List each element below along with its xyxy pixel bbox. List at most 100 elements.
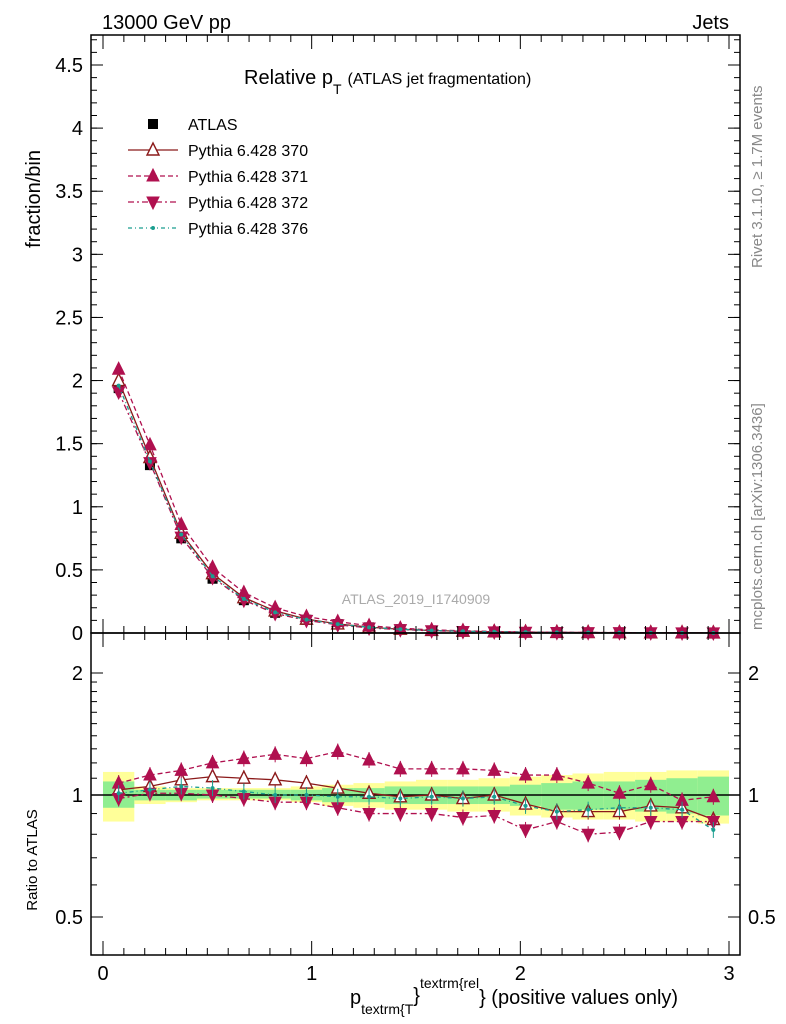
ratio-xtick-label: 0 — [97, 963, 108, 985]
ratio-point-py370 — [268, 771, 283, 786]
main-point-py376 — [304, 617, 309, 622]
main-ytick-label: 0 — [72, 623, 83, 645]
ratio-point-py376 — [648, 805, 653, 810]
ratio-point-py371 — [612, 785, 627, 799]
ratio-point-py376 — [554, 809, 559, 814]
ratio-point-py376 — [523, 803, 528, 808]
main-point-py371 — [111, 361, 126, 375]
ratio-xtick-label: 1 — [306, 963, 317, 985]
main-ytick-label: 3 — [72, 244, 83, 266]
ratio-point-py376 — [304, 793, 309, 797]
ratio-point-py371 — [487, 762, 502, 776]
ratio-xtick-label: 2 — [515, 963, 526, 985]
ratio-series-line-py376 — [118, 785, 714, 831]
legend-label-py372: Pythia 6.428 372 — [188, 195, 308, 212]
ratio-ytick-label-right: 0.5 — [748, 907, 776, 929]
main-point-py372 — [205, 571, 220, 586]
main-point-py371 — [143, 436, 157, 451]
title-main: Relative p — [244, 67, 333, 89]
ratio-point-py376 — [429, 794, 434, 799]
main-ylabel: fraction/bin — [23, 150, 45, 248]
ratio-point-py372 — [518, 824, 533, 839]
rivet-label: Rivet 3.1.10, ≥ 1.7M events — [749, 86, 766, 269]
main-point-py376 — [210, 574, 215, 579]
plot-title: Relative pT (ATLAS jet fragmentation) — [244, 67, 531, 97]
main-ytick-label: 2 — [72, 371, 83, 393]
main-ytick-label: 0.5 — [55, 560, 83, 582]
ratio-bands-layer — [91, 770, 740, 824]
ratio-point-py371 — [643, 776, 658, 791]
ratio-point-py371 — [581, 774, 595, 789]
collision-label: 13000 GeV pp — [102, 12, 231, 34]
main-point-py372 — [268, 607, 282, 622]
ratio-series-layer — [111, 743, 721, 843]
ratio-point-py370 — [236, 769, 251, 784]
ratio-point-py371 — [174, 762, 189, 776]
ratio-point-py371 — [518, 766, 533, 781]
legend-marker-data — [148, 119, 158, 129]
legend-label-py376: Pythia 6.428 376 — [188, 221, 308, 238]
mcplots-label: mcplots.cern.ch [arXiv:1306.3436] — [749, 403, 766, 630]
ratio-point-py376 — [210, 786, 215, 791]
main-point-py372 — [237, 594, 251, 609]
analysis-category: Jets — [692, 12, 729, 34]
main-point-py376 — [147, 459, 152, 464]
ratio-point-py376 — [586, 807, 591, 812]
ratio-point-py372 — [456, 811, 470, 826]
ratio-point-py372 — [612, 826, 627, 841]
main-point-py376 — [273, 610, 278, 615]
xlabel-brace: } — [413, 985, 420, 1007]
legend-marker-py372 — [146, 196, 160, 211]
ratio-point-py371 — [268, 746, 282, 760]
main-point-py376 — [179, 532, 184, 537]
xlabel-tail: } (positive values only) — [479, 987, 678, 1009]
legend: ATLAS Pythia 6.428 370 Pythia 6.428 371 Pyt… — [128, 117, 308, 238]
ratio-point-py371 — [143, 766, 157, 781]
ratio-ytick-label: 0.5 — [55, 907, 83, 929]
ratio-series-line-py371 — [118, 750, 714, 802]
ratio-ytick-label: 1 — [72, 785, 83, 807]
main-point-py371 — [174, 516, 189, 530]
ratio-point-py376 — [273, 793, 278, 797]
main-point-py376 — [460, 629, 465, 634]
title-detail: (ATLAS jet fragmentation) — [348, 71, 532, 88]
ratio-point-py376 — [492, 794, 497, 799]
ratio-point-py371 — [330, 743, 345, 758]
ratio-point-py371 — [550, 766, 564, 781]
ratio-ytick-label: 2 — [72, 663, 83, 685]
legend-label-data: ATLAS — [188, 117, 238, 134]
xlabel-superscript: textrm{rel — [420, 975, 479, 991]
ratio-point-py372 — [643, 816, 658, 830]
legend-marker-py370 — [145, 141, 161, 156]
legend-marker-py376 — [151, 226, 155, 230]
main-ytick-label: 1.5 — [55, 434, 83, 456]
legend-marker-py371 — [146, 167, 160, 182]
ratio-point-py371 — [237, 750, 251, 765]
ratio-point-py376 — [147, 787, 152, 792]
ratio-point-py372 — [487, 810, 502, 824]
title-subscript: T — [333, 81, 342, 97]
main-point-py376 — [241, 596, 246, 601]
main-ytick-label: 4 — [72, 118, 83, 140]
ratio-point-py376 — [398, 796, 403, 801]
ratio-point-py371 — [362, 751, 376, 766]
main-ytick-label: 4.5 — [55, 55, 83, 77]
ratio-point-py371 — [424, 760, 439, 775]
ratio-series-line-py370 — [118, 775, 714, 821]
main-ytick-label: 3.5 — [55, 181, 83, 203]
ratio-point-py376 — [460, 796, 465, 801]
main-point-py376 — [429, 628, 434, 633]
main-series-line-py376 — [118, 385, 714, 634]
ratio-point-py372 — [393, 808, 408, 822]
ratio-point-py371 — [299, 750, 314, 765]
ratio-point-py372 — [581, 828, 595, 843]
main-point-py376 — [398, 627, 403, 632]
main-ytick-label: 1 — [72, 497, 83, 519]
legend-label-py370: Pythia 6.428 370 — [188, 143, 308, 160]
main-point-py376 — [367, 625, 372, 630]
ratio-point-py371 — [706, 788, 721, 803]
ratio-point-py371 — [393, 760, 408, 775]
ratio-point-py370 — [205, 768, 220, 783]
ratio-point-py371 — [456, 760, 470, 775]
